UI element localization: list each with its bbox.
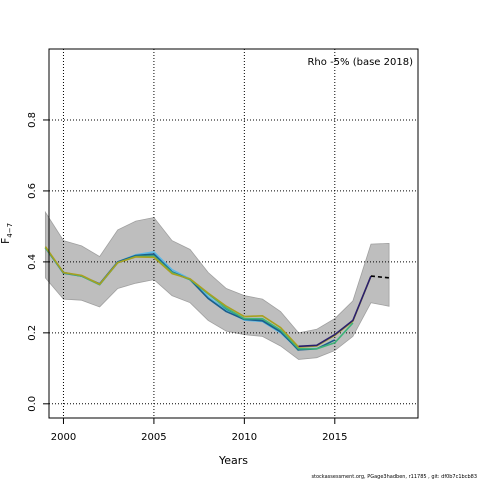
y-axis: 0.0 0.2 0.4 0.6 0.8 <box>27 112 49 412</box>
x-axis-title: Years <box>218 454 248 467</box>
y-tick-label: 0.8 <box>27 112 38 128</box>
y-axis-title-main: F <box>0 238 12 244</box>
y-tick-label: 0.2 <box>27 325 38 341</box>
x-tick-label: 2010 <box>232 432 257 443</box>
footer-credit: stockassessment.org, PGage3hadben, r1178… <box>311 474 477 480</box>
series-line-6 <box>298 275 372 348</box>
grid-layer <box>49 49 418 418</box>
series-line-7 <box>370 275 390 279</box>
series-layer <box>44 246 390 352</box>
y-tick-label: 0.0 <box>27 396 38 412</box>
plot-frame <box>48 48 419 419</box>
y-axis-title-subscript: 4−7 <box>6 223 14 238</box>
x-tick-label: 2005 <box>141 432 166 443</box>
confidence-band <box>44 210 390 360</box>
x-tick-label: 2015 <box>322 432 347 443</box>
confidence-band-layer <box>44 210 390 360</box>
y-tick-label: 0.6 <box>27 183 38 199</box>
chart-title: Rho -5% (base 2018) <box>307 57 413 68</box>
x-tick-label: 2000 <box>51 432 76 443</box>
x-axis: 2000 2005 2010 2015 <box>51 418 348 443</box>
y-axis-title: F4−7 <box>0 223 14 244</box>
y-tick-label: 0.4 <box>27 254 38 270</box>
